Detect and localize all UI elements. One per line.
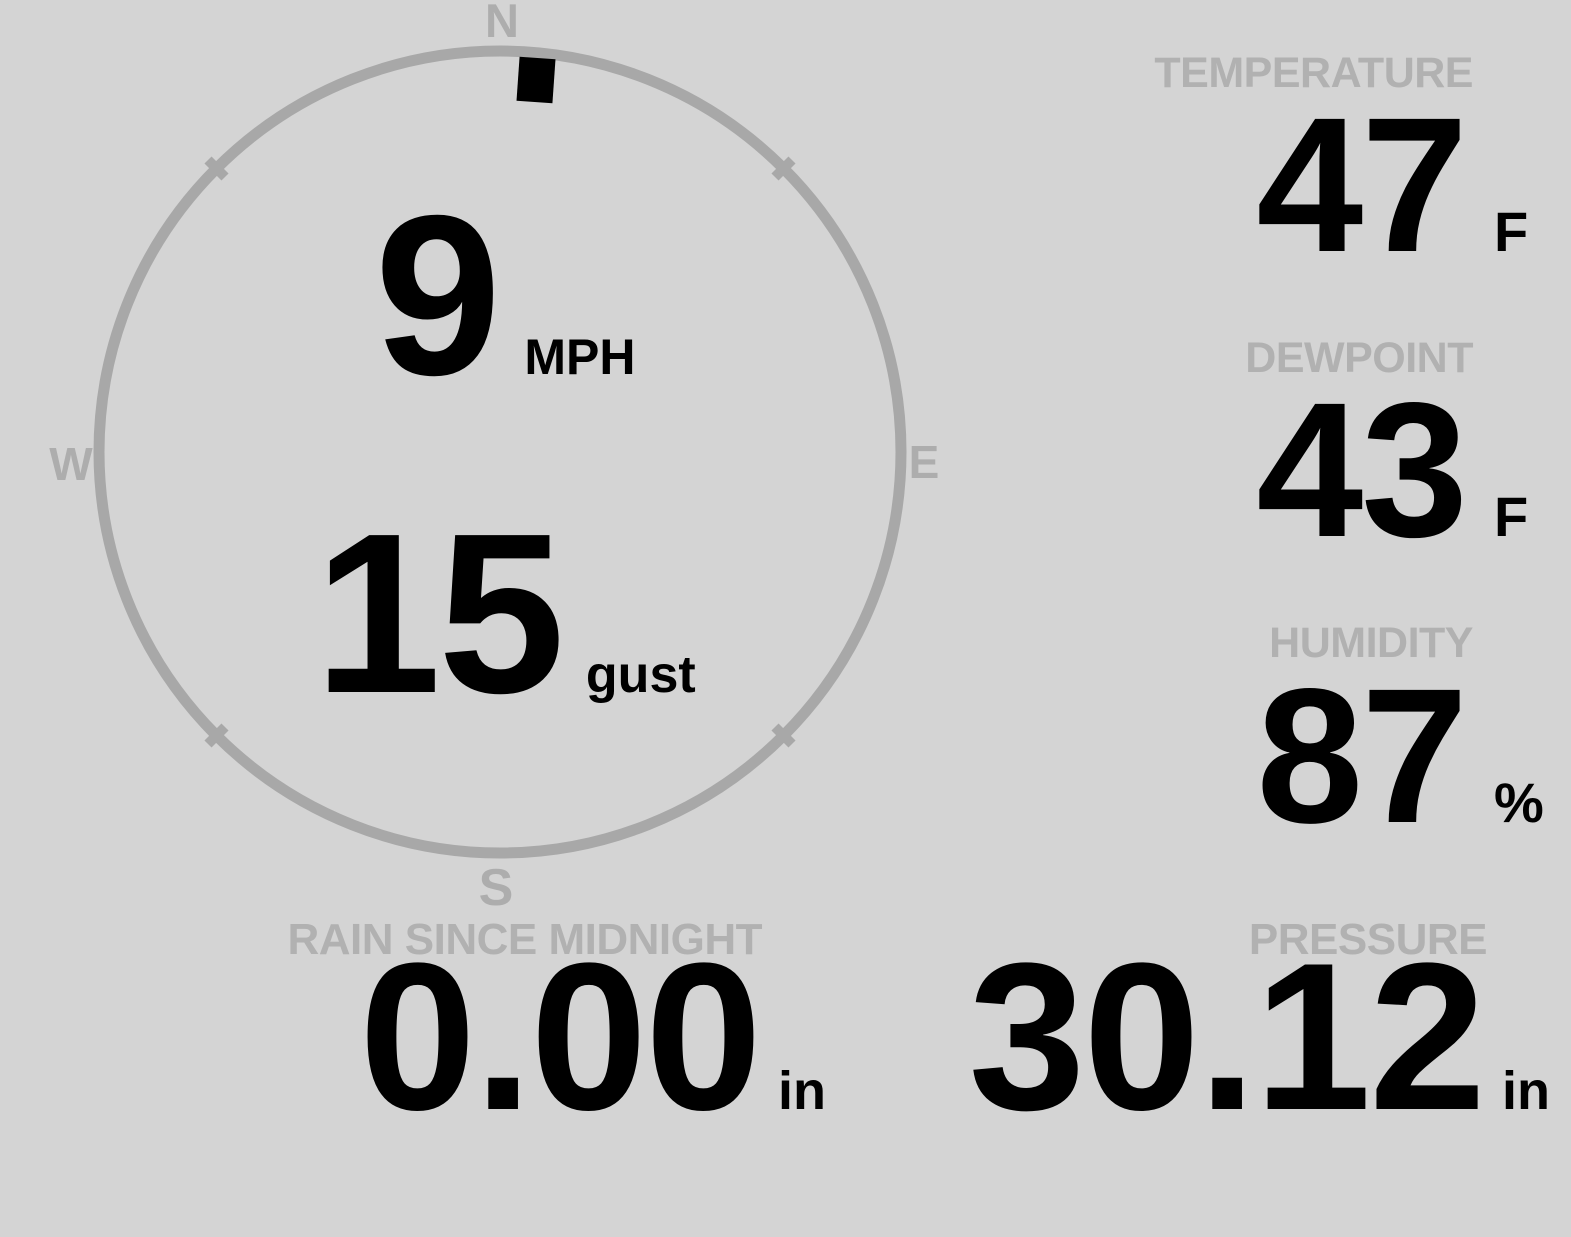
compass-tick-ne xyxy=(771,156,796,181)
wind-gust: 15 gust xyxy=(0,500,1010,728)
wind-gust-value: 15 xyxy=(314,487,565,741)
temperature-value: 47 F xyxy=(1256,89,1554,281)
wind-speed-unit: MPH xyxy=(524,329,636,385)
rain-since-midnight-value: 0.00 in xyxy=(359,932,826,1142)
pressure-value: 30.12 in xyxy=(968,932,1550,1142)
compass-tick-se xyxy=(771,723,796,748)
wind-direction-marker xyxy=(516,56,556,104)
wind-speed-value: 9 xyxy=(374,169,502,423)
dewpoint-unit: F xyxy=(1494,485,1529,548)
dewpoint-label: DEWPOINT xyxy=(1245,334,1473,382)
temperature-number: 47 xyxy=(1256,77,1468,292)
wind-compass: N E S W xyxy=(49,0,940,917)
temperature-unit: F xyxy=(1494,200,1529,263)
compass-tick-nw xyxy=(204,156,229,181)
pressure-number: 30.12 xyxy=(968,919,1486,1154)
humidity-label: HUMIDITY xyxy=(1269,619,1473,667)
compass-ring xyxy=(93,45,907,859)
cardinal-north: N xyxy=(485,0,519,47)
compass-tick-sw xyxy=(204,723,229,748)
wind-speed: 9 MPH xyxy=(0,182,1010,410)
rain-since-midnight-label: RAIN SINCE MIDNIGHT xyxy=(287,915,763,964)
humidity-number: 87 xyxy=(1256,648,1468,863)
humidity-value: 87 % xyxy=(1256,660,1554,852)
wind-gust-unit: gust xyxy=(585,646,696,704)
pressure-label: PRESSURE xyxy=(1248,915,1488,964)
rain-number: 0.00 xyxy=(359,919,762,1154)
cardinal-west: W xyxy=(49,438,93,490)
temperature-label: TEMPERATURE xyxy=(1154,49,1473,97)
pressure-unit: in xyxy=(1502,1061,1550,1121)
dewpoint-number: 43 xyxy=(1256,362,1468,577)
cardinal-south: S xyxy=(479,859,514,917)
dewpoint-value: 43 F xyxy=(1256,374,1554,566)
humidity-unit: % xyxy=(1494,771,1544,834)
cardinal-east: E xyxy=(909,436,940,488)
rain-unit: in xyxy=(778,1061,826,1121)
